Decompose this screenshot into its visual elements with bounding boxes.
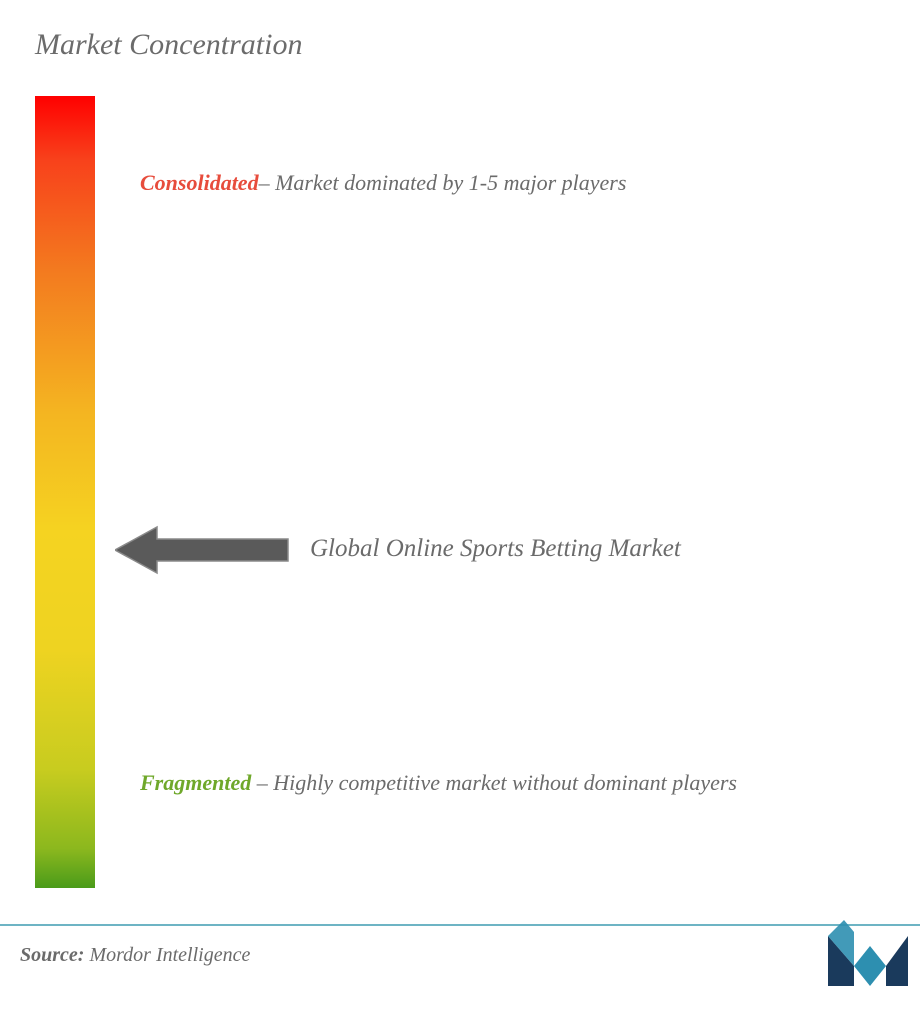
consolidated-description: – Market dominated by 1-5 major players bbox=[259, 170, 627, 195]
chart-title: Market Concentration bbox=[35, 28, 302, 62]
fragmented-label: Fragmented – Highly competitive market w… bbox=[140, 760, 880, 806]
market-position-label: Global Online Sports Betting Market bbox=[310, 530, 740, 568]
pointer-arrow-icon bbox=[115, 525, 290, 575]
consolidated-keyword: Consolidated bbox=[140, 170, 259, 195]
fragmented-description: – Highly competitive market without domi… bbox=[251, 770, 737, 795]
source-value: Mordor Intelligence bbox=[84, 944, 250, 966]
brand-logo-icon bbox=[820, 918, 912, 990]
footer-divider bbox=[0, 924, 920, 926]
concentration-gradient-bar bbox=[35, 96, 95, 888]
source-label: Source: bbox=[20, 944, 84, 966]
consolidated-label: Consolidated– Market dominated by 1-5 ma… bbox=[140, 170, 626, 196]
source-attribution: Source: Mordor Intelligence bbox=[20, 944, 250, 967]
fragmented-keyword: Fragmented bbox=[140, 770, 251, 795]
